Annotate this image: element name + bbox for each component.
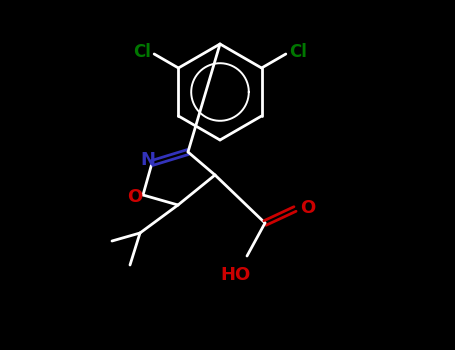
Text: N: N: [141, 151, 156, 169]
Text: O: O: [300, 199, 315, 217]
Text: O: O: [127, 188, 142, 206]
Text: HO: HO: [220, 266, 250, 284]
Text: Cl: Cl: [289, 43, 307, 61]
Text: Cl: Cl: [133, 43, 151, 61]
